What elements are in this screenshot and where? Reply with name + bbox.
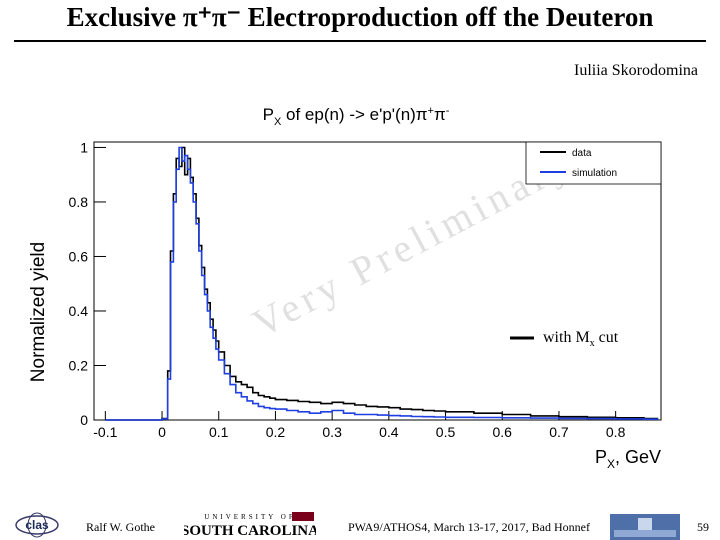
series-line-data [105, 146, 659, 421]
y-tick-label: 0 [80, 412, 88, 428]
footer-conference: PWA9/ATHOS4, March 13-17, 2017, Bad Honn… [348, 520, 590, 534]
svg-text:SOUTH CAROLINA: SOUTH CAROLINA [184, 523, 316, 539]
x-tick-label: 0.8 [606, 424, 626, 440]
x-tick-label: 0.7 [549, 424, 569, 440]
clas-logo: clas [15, 512, 59, 538]
y-tick-label: 0.6 [69, 248, 89, 264]
x-tick-label: 0.4 [379, 424, 399, 440]
x-tick-label: 0.1 [209, 424, 229, 440]
chart: PX of ep(n) -> e'p'(n)π+π- Normalized yi… [28, 105, 662, 471]
x-tick-label: 0.2 [266, 424, 286, 440]
svg-text:UNIVERSITY OF: UNIVERSITY OF [204, 513, 295, 521]
author-name: Iuliia Skorodomina [574, 62, 698, 79]
footer: clas Ralf W. Gothe UNIVERSITY OF SOUTH C… [0, 508, 720, 540]
x-axis-label: PX, GeV [595, 447, 661, 471]
title-underline [14, 40, 706, 42]
x-tick-label: -0.1 [93, 424, 117, 440]
y-tick-label: 0.4 [69, 303, 89, 319]
y-tick-label: 1 [80, 139, 88, 155]
x-axis-ticks: -0.1 0 0.1 0.2 0.3 0.4 0.5 0.6 0.7 0.8 [93, 411, 626, 440]
slide-title: Exclusive π⁺π⁻ Electroproduction off the… [66, 2, 654, 32]
footer-presenter: Ralf W. Gothe [86, 520, 155, 534]
legend-label-simulation: simulation [572, 168, 617, 179]
annotation-text: with Mx cut [543, 329, 619, 349]
y-tick-label: 0.2 [69, 357, 89, 373]
page-number: 59 [697, 520, 709, 534]
usc-logo: UNIVERSITY OF SOUTH CAROLINA [184, 512, 316, 539]
series-line-simulation [105, 146, 659, 421]
x-tick-label: 0 [158, 424, 166, 440]
y-tick-label: 0.8 [69, 194, 89, 210]
svg-text:clas: clas [25, 518, 49, 532]
conference-logo [610, 514, 680, 540]
y-axis-label: Normalized yield [28, 242, 49, 382]
legend-label-data: data [572, 148, 592, 159]
x-tick-label: 0.3 [322, 424, 342, 440]
plot-frame [93, 141, 662, 421]
legend: data simulation [525, 141, 662, 185]
chart-title: PX of ep(n) -> e'p'(n)π+π- [263, 105, 450, 128]
legend-box [525, 141, 662, 185]
x-tick-label: 0.6 [493, 424, 513, 440]
x-tick-label: 0.5 [436, 424, 456, 440]
y-axis-ticks: 0 0.2 0.4 0.6 0.8 1 [69, 139, 106, 428]
